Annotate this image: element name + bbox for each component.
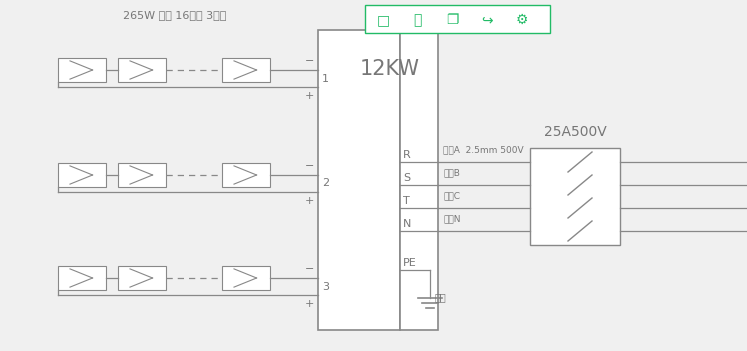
Bar: [400, 30, 438, 330]
Bar: [118, 266, 166, 290]
Text: 相线C: 相线C: [443, 191, 460, 200]
Text: S: S: [403, 173, 410, 183]
Text: +: +: [305, 299, 314, 309]
Text: N: N: [403, 219, 412, 229]
Text: 相线B: 相线B: [443, 168, 460, 177]
Text: PE: PE: [403, 258, 417, 268]
Text: −: −: [305, 161, 314, 171]
Bar: [222, 58, 270, 82]
Text: ⛶: ⛶: [413, 13, 421, 27]
Text: 相线A  2.5mm 500V: 相线A 2.5mm 500V: [443, 145, 524, 154]
Text: □: □: [376, 13, 390, 27]
Text: −: −: [305, 56, 314, 66]
Text: 3: 3: [322, 282, 329, 291]
Text: −: −: [305, 264, 314, 274]
Bar: [58, 163, 106, 187]
Text: R: R: [403, 150, 411, 160]
Bar: [530, 148, 620, 245]
Text: 265W 组件 16串联 3并联: 265W 组件 16串联 3并联: [123, 10, 226, 20]
Text: ❐: ❐: [446, 13, 458, 27]
Text: ↪: ↪: [481, 13, 493, 27]
Text: +: +: [305, 196, 314, 206]
Bar: [58, 266, 106, 290]
Text: ⚙: ⚙: [515, 13, 528, 27]
Text: +: +: [305, 91, 314, 101]
Text: 1: 1: [322, 73, 329, 84]
Bar: [118, 163, 166, 187]
Text: 地线: 地线: [435, 292, 447, 302]
Bar: [222, 163, 270, 187]
Bar: [318, 30, 400, 330]
Bar: [118, 58, 166, 82]
Text: 2: 2: [322, 179, 329, 188]
Text: 零线N: 零线N: [443, 214, 460, 223]
Text: T: T: [403, 196, 410, 206]
Text: 12KW: 12KW: [360, 59, 420, 79]
Bar: [365, 5, 550, 33]
Bar: [222, 266, 270, 290]
Bar: [58, 58, 106, 82]
Text: 25A500V: 25A500V: [544, 125, 607, 139]
